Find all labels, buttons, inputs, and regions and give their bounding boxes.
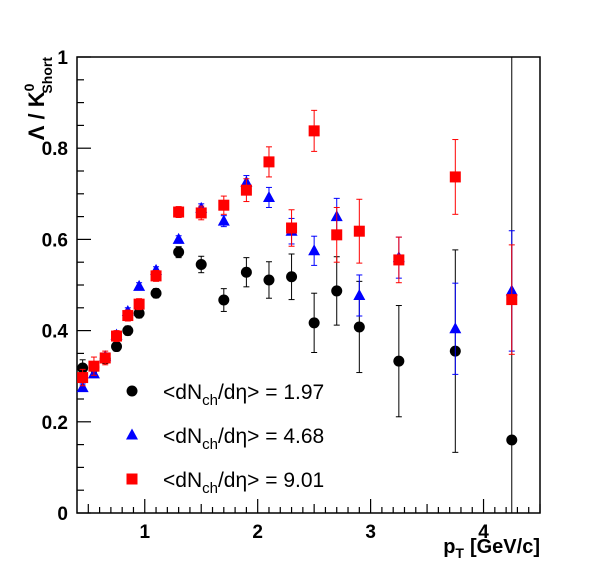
data-point	[353, 225, 365, 237]
x-axis-title-sub: T	[455, 545, 464, 561]
data-point	[133, 307, 145, 319]
data-point	[286, 271, 298, 283]
x-axis-title: pT [GeV/c]	[443, 536, 540, 561]
data-point	[393, 355, 405, 367]
legend-sub: ch	[202, 392, 218, 409]
legend-entry-label: <dNch/dη> = 4.68	[163, 425, 324, 453]
axes: 0 0.2 0.4 0.6 0.8 1 1 2 3 4	[42, 48, 541, 543]
legend-marker	[126, 385, 138, 397]
data-point	[449, 322, 462, 334]
x-axis-title-main: p	[443, 536, 455, 558]
x-tick-label: 1	[139, 522, 150, 543]
data-point	[331, 229, 343, 241]
data-point	[150, 287, 162, 299]
data-point	[172, 232, 185, 244]
data-point	[218, 199, 230, 211]
data-point	[77, 362, 89, 374]
data-point	[195, 258, 207, 270]
y-tick-label: 0.4	[42, 322, 69, 343]
data-point	[88, 360, 100, 372]
y-tick-label: 0.2	[42, 413, 68, 434]
x-axis-title-unit: [GeV/c]	[470, 536, 540, 558]
data-point	[353, 288, 366, 300]
data-point	[133, 298, 145, 310]
x-tick-label: 4	[478, 522, 489, 543]
data-point	[262, 190, 275, 202]
data-point	[122, 325, 134, 337]
data-point	[506, 294, 518, 306]
legend-suffix: /dη> = 4.68	[218, 425, 324, 448]
legend: <dNch/dη> = 1.97<dNch/dη> = 4.68<dNch/dη…	[126, 381, 324, 497]
y-axis-title-sup: 0	[21, 83, 37, 91]
data-point	[99, 352, 111, 364]
series-triangle	[76, 175, 518, 393]
y-axis-title: Λ / K0 Short	[21, 57, 55, 141]
y-axis-title-main: Λ / K	[24, 91, 49, 140]
data-point	[240, 266, 252, 278]
data-point	[133, 279, 146, 291]
legend-marker	[126, 428, 138, 440]
legend-suffix: /dη> = 9.01	[218, 469, 324, 492]
legend-prefix: <dN	[163, 381, 202, 404]
data-point	[308, 317, 320, 329]
y-tick-label: 1	[57, 48, 68, 69]
data-point	[173, 206, 185, 218]
legend-sub: ch	[202, 480, 218, 497]
y-axis-title-sub: Short	[39, 57, 55, 94]
data-point	[331, 285, 343, 297]
legend-entry-label: <dNch/dη> = 1.97	[163, 381, 324, 409]
data-point	[240, 184, 252, 196]
data-point	[393, 254, 405, 266]
legend-prefix: <dN	[163, 469, 202, 492]
data-point	[353, 321, 365, 333]
data-point	[111, 330, 123, 342]
series-square	[77, 109, 518, 387]
data-point	[173, 246, 185, 258]
data-point	[195, 207, 207, 219]
data-point	[506, 434, 518, 446]
data-point	[76, 381, 89, 393]
data-point	[263, 156, 275, 168]
data-point	[263, 274, 275, 286]
data-point	[111, 341, 123, 353]
y-tick-label: 0	[57, 504, 68, 525]
data-point	[308, 244, 321, 256]
data-point	[217, 214, 230, 226]
legend-entry-label: <dNch/dη> = 9.01	[163, 469, 324, 497]
x-tick-label: 2	[252, 522, 263, 543]
y-tick-label: 0.8	[42, 139, 68, 160]
data-point	[77, 372, 89, 384]
legend-sub: ch	[202, 436, 218, 453]
data-markers	[76, 57, 518, 513]
legend-suffix: /dη> = 1.97	[218, 381, 324, 404]
legend-marker	[126, 473, 138, 485]
data-point	[308, 125, 320, 137]
x-tick-label: 3	[365, 522, 376, 543]
data-point	[286, 222, 298, 234]
data-point	[218, 294, 230, 306]
legend-prefix: <dN	[163, 425, 202, 448]
y-tick-label: 0.6	[42, 230, 68, 251]
data-point	[449, 171, 461, 183]
data-point	[150, 270, 162, 282]
data-point	[122, 310, 134, 322]
